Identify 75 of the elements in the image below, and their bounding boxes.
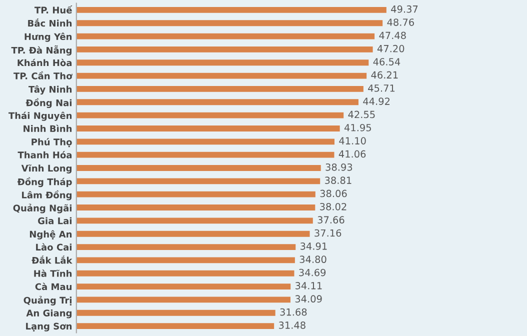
bar (76, 46, 373, 52)
bar (76, 138, 334, 145)
data-label: 47.20 (377, 44, 404, 52)
bar (76, 112, 344, 118)
bar (76, 230, 310, 237)
data-label: 41.95 (344, 124, 371, 132)
y-tick-label: An Giang (26, 309, 72, 318)
bar (76, 20, 383, 26)
data-label: 31.48 (278, 322, 306, 329)
data-label: 38.02 (320, 202, 346, 210)
data-label: 38.81 (325, 176, 352, 184)
data-label: 49.37 (391, 5, 418, 13)
data-label: 41.06 (338, 150, 366, 158)
y-tick-label: Tây Ninh (28, 85, 72, 95)
bar (76, 72, 367, 79)
y-tick-label: Thái Nguyên (8, 112, 72, 121)
bar (76, 244, 296, 250)
y-tick-label: Quảng Ngãi (13, 204, 72, 214)
data-label: 34.09 (295, 295, 322, 303)
y-tick-label: Lâm Đồng (22, 190, 72, 200)
y-tick-label: Hà Tĩnh (34, 270, 72, 277)
y-tick-label: Khánh Hòa (18, 58, 72, 66)
y-tick-label: Quảng Trị (24, 296, 72, 306)
data-label: 38.06 (320, 190, 347, 198)
data-label: 34.91 (300, 242, 327, 250)
bar (76, 218, 313, 224)
y-tick-label: Hưng Yên (24, 32, 72, 42)
data-label: 31.68 (280, 308, 307, 316)
bar (76, 284, 291, 290)
data-label: 41.10 (339, 137, 366, 144)
bar (76, 191, 316, 198)
bar (76, 33, 375, 40)
y-tick-label: TP. Huế (34, 5, 72, 14)
data-label: 37.16 (314, 229, 342, 237)
bar (76, 310, 276, 316)
bar (76, 6, 386, 13)
y-tick-label: Bắc Ninh (28, 18, 72, 27)
y-tick-label: Nghệ An (30, 230, 72, 240)
bar (76, 60, 369, 66)
bar (76, 270, 294, 276)
data-label: 46.54 (373, 58, 400, 66)
y-tick-label: Đắk Lắk (32, 256, 72, 264)
bar (76, 165, 321, 171)
y-tick-label: Đồng Tháp (17, 177, 72, 188)
data-label: 34.80 (300, 256, 326, 264)
bar (76, 178, 320, 184)
bar (76, 99, 358, 106)
bar (76, 86, 364, 92)
data-label: 38.93 (326, 163, 352, 171)
bar (76, 323, 274, 330)
y-tick-label: Ninh Bình (24, 124, 72, 132)
bar (76, 257, 295, 264)
y-tick-label: TP. Đà Nẵng (11, 45, 72, 56)
y-tick-label: Phú Thọ (32, 138, 72, 148)
bar (76, 126, 340, 132)
y-tick-label: Lào Cai (36, 243, 72, 251)
y-tick-label: Cà Mau (35, 282, 72, 290)
data-label: 34.11 (296, 282, 322, 290)
y-tick-label: Lạng Sơn (26, 322, 72, 332)
y-tick-label: Vĩnh Long (21, 164, 72, 174)
data-label: 45.71 (368, 84, 395, 92)
y-tick-label: Đồng Nai (26, 98, 72, 108)
data-label: 44.92 (363, 98, 390, 105)
y-tick-label: Gia Lai (38, 217, 72, 224)
data-label: 47.48 (379, 32, 406, 40)
data-label: 48.76 (387, 18, 414, 26)
data-label: 42.55 (348, 110, 375, 118)
bar (76, 204, 316, 210)
bar (76, 152, 334, 158)
y-tick-label: Thanh Hóa (18, 151, 72, 158)
data-label: 46.21 (371, 71, 398, 79)
data-label: 34.69 (299, 268, 326, 276)
y-tick-label: TP. Cần Thơ (14, 71, 72, 80)
data-label: 37.66 (318, 216, 344, 224)
bar (76, 296, 290, 303)
